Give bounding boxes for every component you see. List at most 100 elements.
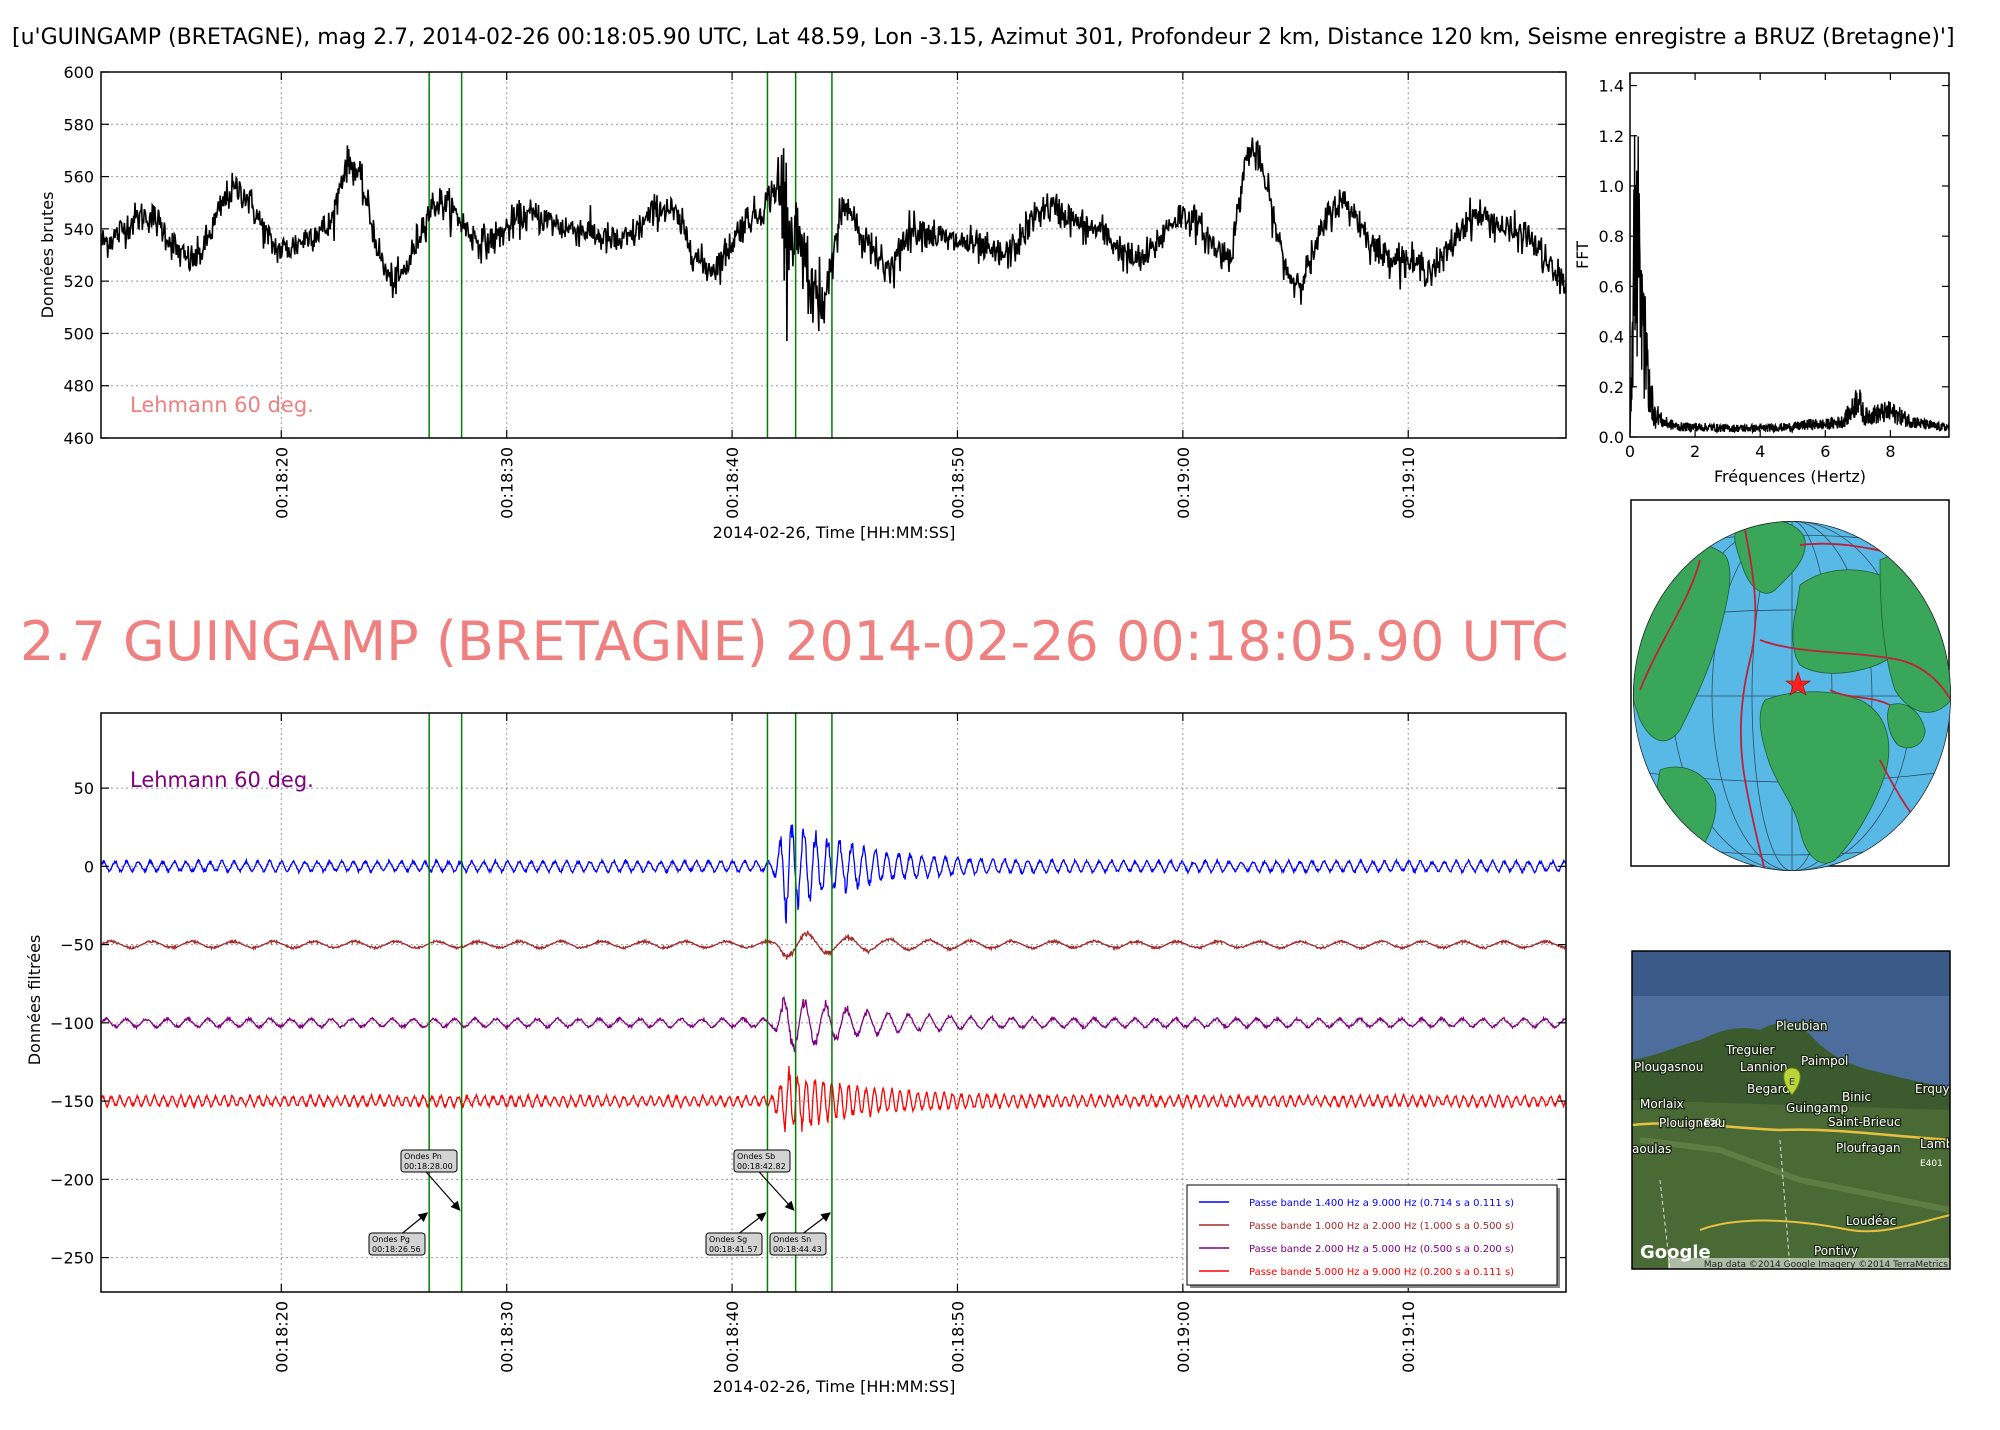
raw-ytick-label: 560 [63, 168, 94, 187]
filtered-xtick-label: 00:19:10 [1399, 1301, 1418, 1373]
fft-ytick-label: 1.2 [1599, 127, 1624, 146]
map-place-label: Plougasnou [1634, 1060, 1703, 1074]
raw-chart: 460 480 500 520 540 560 580 600 00:18:20 00:18:3… [38, 63, 1567, 542]
map-attribution: Map data ©2014 Google Imagery ©2014 Terr… [1704, 1260, 1948, 1270]
raw-ytick-label: 460 [63, 429, 94, 448]
raw-annotation: Lehmann 60 deg. [130, 393, 314, 417]
filtered-ytick-label: 0 [84, 857, 94, 876]
map-place-label: E50 [1704, 1118, 1721, 1128]
map-place-label: Morlaix [1640, 1097, 1684, 1111]
phase-label-time: 00:18:41.57 [709, 1245, 758, 1254]
phase-label-time: 00:18:42.82 [737, 1162, 786, 1171]
map-place-label: aoulas [1632, 1142, 1671, 1156]
raw-xtick-label: 00:18:20 [272, 447, 291, 519]
filtered-series-line [101, 1065, 1566, 1132]
fft-xtick-label: 8 [1885, 442, 1895, 461]
raw-ytick-label: 520 [63, 272, 94, 291]
fft-ytick-label: 0.2 [1599, 378, 1624, 397]
phase-label-time: 00:18:28.00 [404, 1162, 453, 1171]
filtered-ytick-label: −250 [50, 1249, 94, 1268]
map-place-label: Pleubian [1776, 1019, 1827, 1033]
raw-ytick-label: 480 [63, 377, 94, 396]
legend: Passe bande 1.400 Hz a 9.000 Hz (0.714 s… [1186, 1184, 1560, 1288]
fft-spectrum [1630, 134, 1949, 435]
raw-ytick-label: 540 [63, 220, 94, 239]
filtered-ytick-label: −150 [50, 1092, 94, 1111]
map-place-label: Guingamp [1786, 1101, 1848, 1115]
filtered-series-line [101, 824, 1566, 924]
filtered-ylabel: Données filtrées [25, 935, 44, 1066]
filtered-xtick-label: 00:18:20 [272, 1301, 291, 1373]
phase-label-name: Ondes Sn [773, 1235, 811, 1244]
fft-ytick-label: 0.0 [1599, 428, 1624, 447]
filtered-xlabel: 2014-02-26, Time [HH:MM:SS] [713, 1377, 956, 1396]
fft-axes-frame [1629, 72, 1950, 438]
big-title: 2.7 GUINGAMP (BRETAGNE) 2014-02-26 00:18… [20, 610, 1569, 673]
raw-xtick-label: 00:18:30 [498, 447, 517, 519]
filtered-annotation: Lehmann 60 deg. [130, 768, 314, 792]
raw-ytick-label: 500 [63, 324, 94, 343]
fft-ytick-label: 0.6 [1599, 277, 1624, 296]
fft-xtick-label: 2 [1690, 442, 1700, 461]
raw-ytick-label: 580 [63, 115, 94, 134]
fft-ytick-label: 0.8 [1599, 227, 1624, 246]
phase-label-time: 00:18:26.56 [372, 1245, 421, 1254]
google-logo: Google [1640, 1242, 1711, 1263]
filtered-phase-lines [428, 713, 833, 1292]
legend-label: Passe bande 2.000 Hz a 5.000 Hz (0.500 s… [1249, 1244, 1514, 1255]
phase-label-name: Ondes Sg [709, 1235, 747, 1244]
suptitle: [u'GUINGAMP (BRETAGNE), mag 2.7, 2014-02… [12, 25, 1955, 50]
raw-xtick-label: 00:18:40 [723, 447, 742, 519]
raw-waveform [101, 137, 1566, 342]
fft-xlabel: Fréquences (Hertz) [1714, 467, 1866, 486]
fft-xtick-label: 0 [1625, 442, 1635, 461]
phase-label-name: Ondes Pg [372, 1235, 410, 1244]
filtered-ytick-label: −200 [50, 1170, 94, 1189]
map-place-label: Binic [1842, 1090, 1871, 1104]
map-place-label: Ploufragan [1836, 1141, 1901, 1155]
fft-ytick-label: 1.0 [1599, 177, 1624, 196]
filtered-xtick-label: 00:18:50 [948, 1301, 967, 1373]
fft-yticks: 0.0 0.2 0.4 0.6 0.8 1.0 1.2 1.4 [1599, 77, 1949, 447]
legend-label: Passe bande 1.400 Hz a 9.000 Hz (0.714 s… [1249, 1198, 1514, 1209]
raw-xtick-label: 00:19:10 [1399, 447, 1418, 519]
legend-label: Passe bande 1.000 Hz a 2.000 Hz (1.000 s… [1249, 1221, 1514, 1232]
map-place-label: Lamb [1920, 1137, 1953, 1151]
map-place-label: Plouigneau [1659, 1116, 1725, 1130]
fft-xtick-label: 6 [1820, 442, 1830, 461]
filtered-xtick-label: 00:18:40 [723, 1301, 742, 1373]
fft-xtick-label: 4 [1755, 442, 1765, 461]
raw-xtick-label: 00:18:50 [948, 447, 967, 519]
map-place-label: Begard [1747, 1082, 1790, 1096]
map-place-label: Paimpol [1801, 1054, 1848, 1068]
filtered-ytick-label: −50 [60, 936, 94, 955]
fft-xticks: 0 2 4 6 8 [1625, 73, 1896, 461]
map-place-label: Pontivy [1814, 1244, 1858, 1258]
phase-label-time: 00:18:44.43 [773, 1245, 822, 1254]
epicenter-star [1785, 671, 1811, 696]
legend-label: Passe bande 5.000 Hz a 9.000 Hz (0.200 s… [1249, 1267, 1514, 1278]
filtered-ytick-label: 50 [74, 779, 94, 798]
fft-ytick-label: 1.4 [1599, 77, 1624, 96]
fft-ytick-label: 0.4 [1599, 328, 1624, 347]
map-place-label: Lannion [1740, 1060, 1788, 1074]
filtered-xtick-label: 00:18:30 [498, 1301, 517, 1373]
raw-xticks: 00:18:20 00:18:30 00:18:40 00:18:50 00:19:00… [272, 72, 1418, 519]
filtered-xticks: 00:18:20 00:18:30 00:18:40 00:18:50 00:19:00… [272, 713, 1418, 1373]
map-place-label: Saint-Brieuc [1828, 1115, 1901, 1129]
raw-ytick-label: 600 [63, 63, 94, 82]
phase-label-name: Ondes Sb [737, 1152, 775, 1161]
fft-chart: 0.0 0.2 0.4 0.6 0.8 1.0 1.2 1.4 0 2 4 6 8 Fréquence… [1573, 72, 1950, 486]
phase-label-name: Ondes Pn [404, 1152, 442, 1161]
raw-yticks: 460 480 500 520 540 560 580 600 [63, 63, 1566, 448]
filtered-yticks: −250 −200 −150 −100 −50 0 50 [50, 779, 1566, 1268]
filtered-series-line [101, 930, 1566, 960]
raw-xlabel: 2014-02-26, Time [HH:MM:SS] [713, 523, 956, 542]
